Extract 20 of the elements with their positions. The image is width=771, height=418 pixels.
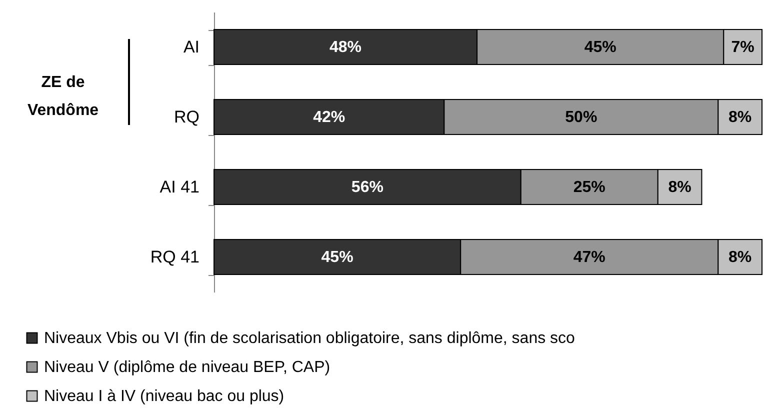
data-label: 7% — [731, 39, 754, 56]
data-label: 25% — [573, 179, 606, 196]
data-label: 47% — [573, 249, 606, 266]
y-tick-label: AI 41 — [160, 178, 200, 196]
data-label: 42% — [313, 109, 346, 126]
legend-label: Niveau I à IV (niveau bac ou plus) — [44, 388, 284, 405]
data-label: 45% — [584, 39, 616, 56]
data-label: 50% — [565, 109, 598, 126]
legend-label: Niveau V (diplôme de niveau BEP, CAP) — [44, 359, 330, 376]
data-label: 8% — [728, 249, 752, 266]
text: ZE de Vendôme — [27, 74, 99, 119]
legend-label: Niveaux Vbis ou VI (fin de scolarisation obligatoire, sans diplôme, sans sco — [44, 330, 576, 347]
data-label: 8% — [668, 179, 692, 196]
y-tick-label: RQ — [174, 108, 200, 126]
data-label: 56% — [351, 179, 384, 196]
y-tick-label: AI — [183, 38, 200, 56]
data-label: 48% — [330, 39, 362, 56]
data-label: 8% — [728, 109, 752, 126]
data-label: 45% — [321, 249, 354, 266]
y-tick-label: RQ 41 — [150, 248, 200, 266]
